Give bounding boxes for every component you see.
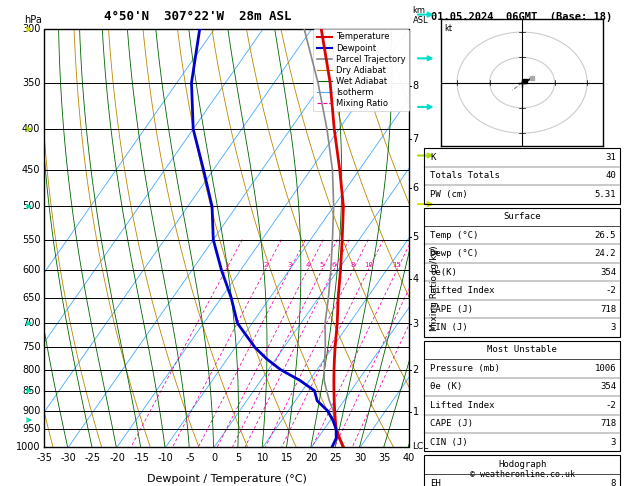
Text: © weatheronline.co.uk: © weatheronline.co.uk [470, 469, 574, 479]
Text: Surface: Surface [503, 212, 541, 221]
Text: 4: 4 [306, 261, 310, 268]
Text: 350: 350 [22, 78, 40, 87]
Text: Most Unstable: Most Unstable [487, 346, 557, 354]
Text: 35: 35 [378, 453, 391, 463]
Text: 15: 15 [392, 261, 401, 268]
Text: 5: 5 [320, 261, 324, 268]
Text: 10: 10 [257, 453, 269, 463]
Text: 718: 718 [600, 419, 616, 428]
Text: Pressure (mb): Pressure (mb) [430, 364, 500, 373]
Text: 8: 8 [413, 81, 419, 90]
Text: 6: 6 [413, 183, 419, 193]
Text: 20: 20 [305, 453, 318, 463]
Text: θe(K): θe(K) [430, 268, 457, 277]
Text: 600: 600 [22, 265, 40, 275]
Text: 1000: 1000 [16, 442, 40, 452]
Text: -15: -15 [133, 453, 149, 463]
Bar [424, 341, 620, 451]
Text: 2: 2 [263, 261, 267, 268]
Text: 0: 0 [211, 453, 218, 463]
Text: 3: 3 [287, 261, 292, 268]
Text: Dewp (°C): Dewp (°C) [430, 249, 479, 258]
Text: 3: 3 [611, 438, 616, 447]
Text: 500: 500 [22, 202, 40, 211]
Text: 800: 800 [22, 364, 40, 375]
Text: 4: 4 [413, 274, 419, 284]
Text: 40: 40 [606, 172, 616, 180]
Text: Temp (°C): Temp (°C) [430, 231, 479, 240]
Bar [424, 208, 620, 337]
Text: -35: -35 [36, 453, 52, 463]
Text: 8: 8 [351, 261, 355, 268]
Text: -25: -25 [85, 453, 101, 463]
Text: -5: -5 [185, 453, 195, 463]
Text: Mixing Ratio (g/kg): Mixing Ratio (g/kg) [430, 245, 439, 331]
Text: 3: 3 [413, 319, 419, 329]
Text: -30: -30 [60, 453, 76, 463]
Text: -2: -2 [606, 286, 616, 295]
Text: 10: 10 [364, 261, 373, 268]
Text: 2: 2 [413, 364, 419, 375]
Text: CAPE (J): CAPE (J) [430, 305, 473, 313]
Text: 750: 750 [22, 342, 40, 352]
Text: 6: 6 [331, 261, 336, 268]
Text: 300: 300 [22, 24, 40, 34]
Text: 550: 550 [22, 235, 40, 244]
Text: -10: -10 [158, 453, 174, 463]
Bar [424, 455, 620, 486]
Text: EH: EH [430, 479, 441, 486]
Legend: Temperature, Dewpoint, Parcel Trajectory, Dry Adiabat, Wet Adiabat, Isotherm, Mi: Temperature, Dewpoint, Parcel Trajectory… [313, 29, 409, 111]
Text: 15: 15 [281, 453, 294, 463]
Text: 900: 900 [22, 405, 40, 416]
Text: 30: 30 [354, 453, 366, 463]
Text: 5.31: 5.31 [594, 190, 616, 199]
Text: 01.05.2024  06GMT  (Base: 18): 01.05.2024 06GMT (Base: 18) [431, 12, 613, 22]
Text: 3: 3 [611, 323, 616, 332]
Text: 31: 31 [606, 153, 616, 162]
Text: 1006: 1006 [594, 364, 616, 373]
Text: 24.2: 24.2 [594, 249, 616, 258]
Text: θe (K): θe (K) [430, 382, 462, 391]
Text: kt: kt [444, 24, 452, 34]
Text: 450: 450 [22, 165, 40, 175]
Text: 354: 354 [600, 268, 616, 277]
Text: CAPE (J): CAPE (J) [430, 419, 473, 428]
Text: 40: 40 [403, 453, 415, 463]
Text: 1: 1 [224, 261, 228, 268]
Text: Lifted Index: Lifted Index [430, 401, 494, 410]
Text: km
ASL: km ASL [413, 5, 428, 25]
Text: LCL: LCL [413, 442, 429, 451]
Text: Dewpoint / Temperature (°C): Dewpoint / Temperature (°C) [147, 474, 306, 484]
Text: hPa: hPa [24, 15, 42, 25]
Text: -2: -2 [606, 401, 616, 410]
Text: 700: 700 [22, 318, 40, 329]
Text: Lifted Index: Lifted Index [430, 286, 494, 295]
Text: 7: 7 [413, 134, 419, 144]
Text: 850: 850 [22, 386, 40, 396]
Text: CIN (J): CIN (J) [430, 438, 468, 447]
Text: 5: 5 [413, 232, 419, 242]
Text: K: K [430, 153, 435, 162]
Text: 8: 8 [611, 479, 616, 486]
Text: 25: 25 [330, 453, 342, 463]
Text: 4°50'N  307°22'W  28m ASL: 4°50'N 307°22'W 28m ASL [104, 10, 291, 23]
Text: 26.5: 26.5 [594, 231, 616, 240]
Bar [424, 148, 620, 204]
Text: 5: 5 [235, 453, 242, 463]
Text: -20: -20 [109, 453, 125, 463]
Text: CIN (J): CIN (J) [430, 323, 468, 332]
Text: 400: 400 [22, 124, 40, 134]
Text: PW (cm): PW (cm) [430, 190, 468, 199]
Text: 650: 650 [22, 293, 40, 303]
Text: 1: 1 [413, 407, 419, 417]
Text: 718: 718 [600, 305, 616, 313]
Text: 354: 354 [600, 382, 616, 391]
Text: 950: 950 [22, 424, 40, 434]
Text: Totals Totals: Totals Totals [430, 172, 500, 180]
Text: Hodograph: Hodograph [498, 460, 546, 469]
